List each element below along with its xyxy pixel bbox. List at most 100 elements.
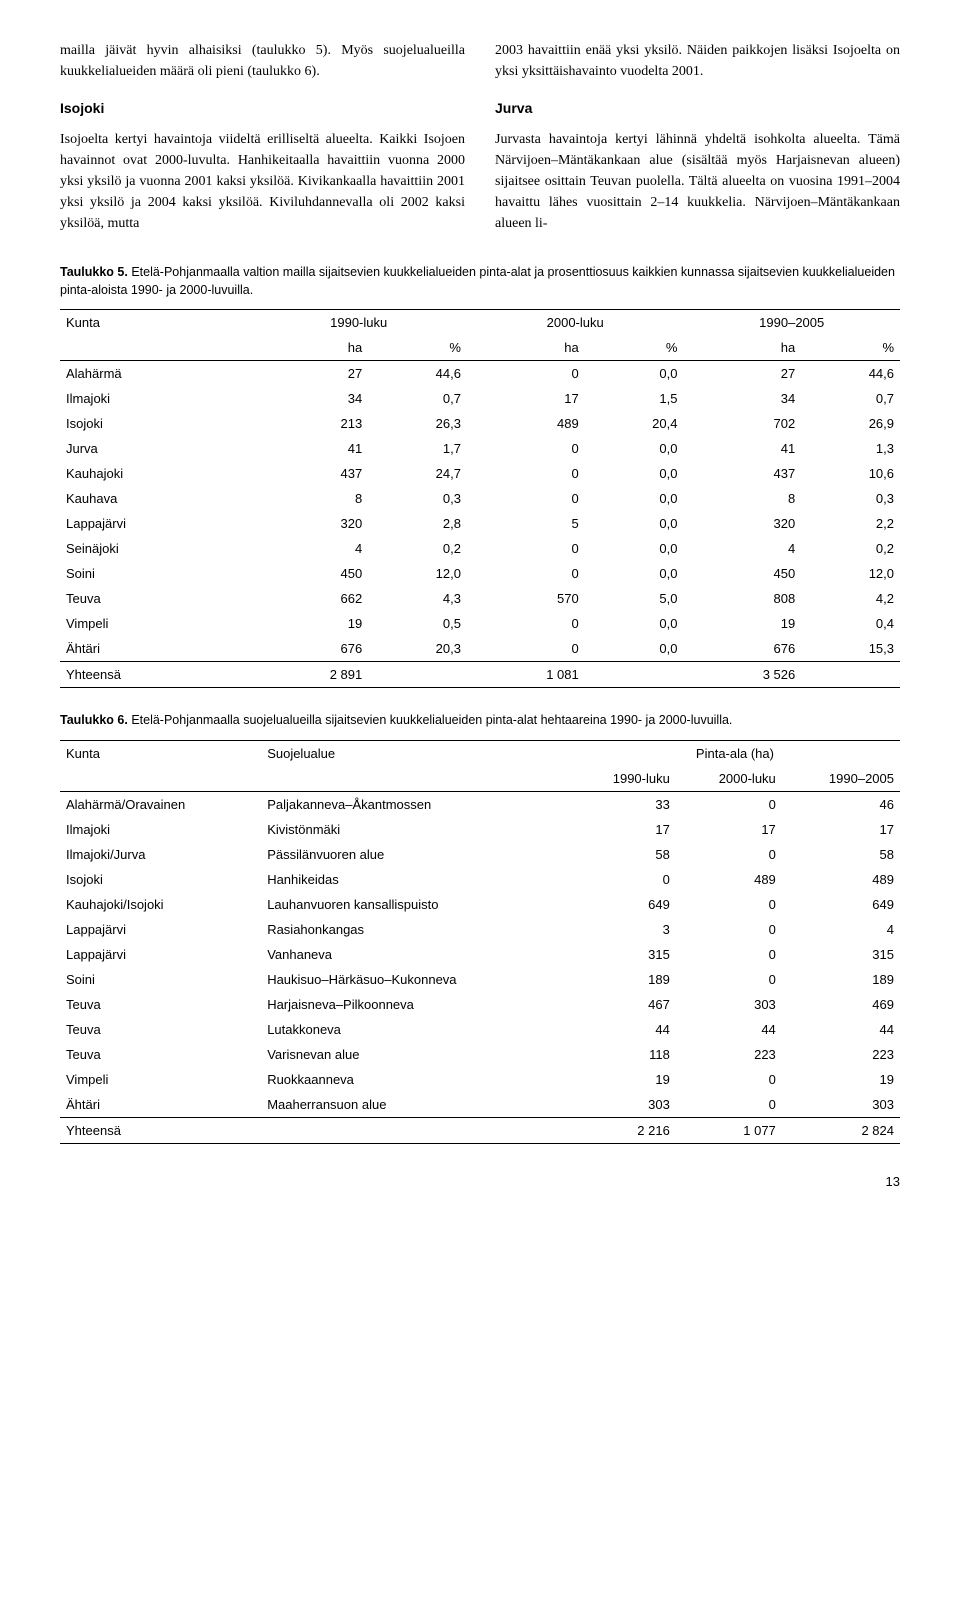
table-cell: 676 (683, 636, 801, 662)
table-cell: 2,2 (801, 511, 900, 536)
table-cell: 0,0 (585, 461, 684, 486)
table-cell: 489 (467, 411, 585, 436)
table-cell: 8 (250, 486, 368, 511)
table-cell: 213 (250, 411, 368, 436)
table-cell: Teuva (60, 992, 261, 1017)
table-cell: Teuva (60, 1042, 261, 1067)
table-cell: 649 (782, 892, 900, 917)
table-cell: 0 (467, 361, 585, 387)
table-cell: 46 (782, 791, 900, 817)
table-cell: Isojoki (60, 867, 261, 892)
table-cell: 19 (570, 1067, 676, 1092)
table6-total-label: Yhteensä (60, 1117, 261, 1143)
table-cell: Kivistönmäki (261, 817, 570, 842)
table-cell: 0,4 (801, 611, 900, 636)
table-cell: 34 (683, 386, 801, 411)
table-cell: 0 (467, 461, 585, 486)
table-cell: 58 (570, 842, 676, 867)
table-cell: 303 (676, 992, 782, 1017)
table-cell: Haukisuo–Härkäsuo–Kukonneva (261, 967, 570, 992)
table-cell: Soini (60, 967, 261, 992)
table-cell: 0 (676, 1067, 782, 1092)
table-row: ÄhtäriMaaherransuon alue3030303 (60, 1092, 900, 1118)
table-cell: 489 (676, 867, 782, 892)
table-cell: 0 (570, 867, 676, 892)
table-cell: 0,0 (585, 486, 684, 511)
table6-head-suojelualue: Suojelualue (261, 740, 570, 766)
table-cell: 44 (676, 1017, 782, 1042)
table-cell: 0 (467, 636, 585, 662)
table-cell: 315 (782, 942, 900, 967)
table-cell: 303 (570, 1092, 676, 1118)
table-cell: 4 (683, 536, 801, 561)
table-cell: 0,5 (368, 611, 467, 636)
table-cell: 2,8 (368, 511, 467, 536)
table-cell: 0 (467, 486, 585, 511)
table-cell: 4 (782, 917, 900, 942)
table-cell: Ilmajoki/Jurva (60, 842, 261, 867)
table-cell: 5 (467, 511, 585, 536)
table-cell: 0 (676, 942, 782, 967)
table-cell: Paljakanneva–Åkantmossen (261, 791, 570, 817)
table6-sub-1990-2005: 1990–2005 (782, 766, 900, 792)
table-cell: 0 (467, 436, 585, 461)
table-row: TeuvaHarjaisneva–Pilkoonneva467303469 (60, 992, 900, 1017)
table-cell: 0,0 (585, 536, 684, 561)
table-cell: Vimpeli (60, 611, 250, 636)
table-cell: 223 (676, 1042, 782, 1067)
table-row: VimpeliRuokkaanneva19019 (60, 1067, 900, 1092)
table-cell: 44,6 (801, 361, 900, 387)
table-cell: Hanhikeidas (261, 867, 570, 892)
table5-caption: Taulukko 5. Etelä-Pohjanmaalla valtion m… (60, 264, 900, 299)
table-cell: 702 (683, 411, 801, 436)
table-cell: 10,6 (801, 461, 900, 486)
table-cell: Maaherransuon alue (261, 1092, 570, 1118)
table-cell: 58 (782, 842, 900, 867)
table-cell: 450 (683, 561, 801, 586)
table-cell: 0,0 (585, 611, 684, 636)
table-cell: 19 (782, 1067, 900, 1092)
table-cell: Alahärmä/Oravainen (60, 791, 261, 817)
table5-head-1990: 1990-luku (250, 310, 467, 336)
table-cell: 0 (467, 536, 585, 561)
table-cell: Vanhaneva (261, 942, 570, 967)
table-cell: 189 (570, 967, 676, 992)
table6-total-b: 1 077 (676, 1117, 782, 1143)
table-cell: Pässilänvuoren alue (261, 842, 570, 867)
table-cell: 0 (676, 917, 782, 942)
table6-sub-2000: 2000-luku (676, 766, 782, 792)
table-cell: Lappajärvi (60, 942, 261, 967)
table-row: IsojokiHanhikeidas0489489 (60, 867, 900, 892)
paragraph: mailla jäivät hyvin alhaisiksi (taulukko… (60, 40, 465, 82)
table-cell: 662 (250, 586, 368, 611)
table-cell: 41 (250, 436, 368, 461)
table-row: SoiniHaukisuo–Härkäsuo–Kukonneva1890189 (60, 967, 900, 992)
table-cell: Harjaisneva–Pilkoonneva (261, 992, 570, 1017)
caption-label: Taulukko 6. (60, 713, 128, 727)
table-cell: Lappajärvi (60, 511, 250, 536)
table-cell: 437 (683, 461, 801, 486)
table5-total-e: 3 526 (683, 662, 801, 688)
table-row: Soini45012,000,045012,0 (60, 561, 900, 586)
table-cell: Lauhanvuoren kansallispuisto (261, 892, 570, 917)
left-column: mailla jäivät hyvin alhaisiksi (taulukko… (60, 40, 465, 234)
table-cell: 41 (683, 436, 801, 461)
table6-caption: Taulukko 6. Etelä-Pohjanmaalla suojelual… (60, 712, 900, 730)
table-row: Ähtäri67620,300,067615,3 (60, 636, 900, 662)
table-cell: 808 (683, 586, 801, 611)
table-cell: Lutakkoneva (261, 1017, 570, 1042)
page-number: 13 (60, 1174, 900, 1189)
table-cell: Teuva (60, 586, 250, 611)
table-cell: Ähtäri (60, 1092, 261, 1118)
table-cell: 12,0 (801, 561, 900, 586)
body-text-columns: mailla jäivät hyvin alhaisiksi (taulukko… (60, 40, 900, 234)
table-cell: 0,7 (368, 386, 467, 411)
table5-sub-pct: % (801, 335, 900, 361)
table-cell: Ähtäri (60, 636, 250, 662)
paragraph: 2003 havaittiin enää yksi yksilö. Näiden… (495, 40, 900, 82)
table-cell: 3 (570, 917, 676, 942)
table-cell: 0,0 (585, 636, 684, 662)
table6-head-kunta: Kunta (60, 740, 261, 766)
table-cell: 5,0 (585, 586, 684, 611)
table-row: TeuvaVarisnevan alue118223223 (60, 1042, 900, 1067)
